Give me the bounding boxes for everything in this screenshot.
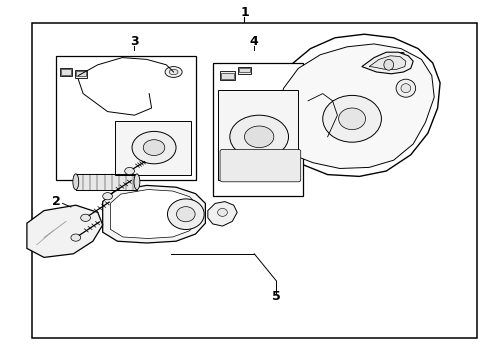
Ellipse shape — [338, 108, 365, 130]
Polygon shape — [110, 189, 197, 238]
Ellipse shape — [176, 207, 195, 222]
Bar — [60, 68, 72, 76]
Ellipse shape — [164, 67, 182, 77]
Circle shape — [102, 193, 112, 200]
Circle shape — [229, 115, 288, 158]
Bar — [221, 73, 233, 79]
Bar — [115, 121, 190, 175]
Ellipse shape — [167, 199, 204, 230]
Ellipse shape — [383, 59, 393, 70]
Polygon shape — [266, 34, 439, 176]
Bar — [32, 23, 476, 338]
Text: 6: 6 — [396, 51, 405, 64]
Bar — [239, 68, 249, 72]
Bar — [56, 56, 195, 180]
Bar — [212, 63, 303, 196]
Text: 5: 5 — [271, 291, 280, 303]
Bar — [217, 90, 298, 180]
Bar — [238, 67, 250, 74]
Circle shape — [244, 126, 273, 148]
Ellipse shape — [217, 208, 227, 216]
Circle shape — [71, 234, 81, 241]
Polygon shape — [102, 185, 205, 243]
Bar — [220, 71, 234, 80]
Polygon shape — [207, 202, 237, 226]
Circle shape — [124, 167, 134, 175]
Ellipse shape — [134, 174, 140, 190]
Polygon shape — [361, 52, 412, 74]
Ellipse shape — [73, 174, 79, 190]
Circle shape — [132, 131, 176, 164]
FancyBboxPatch shape — [220, 149, 300, 182]
Text: 1: 1 — [240, 6, 248, 19]
Text: 3: 3 — [130, 35, 139, 48]
Ellipse shape — [395, 79, 415, 97]
Circle shape — [81, 214, 90, 221]
Circle shape — [143, 140, 164, 156]
Ellipse shape — [322, 95, 381, 142]
Polygon shape — [368, 56, 405, 69]
Polygon shape — [27, 205, 102, 257]
Ellipse shape — [169, 69, 178, 75]
Polygon shape — [273, 44, 433, 168]
Bar — [75, 71, 85, 76]
Text: 2: 2 — [52, 195, 61, 208]
Bar — [74, 70, 87, 78]
Ellipse shape — [400, 84, 410, 93]
Text: 4: 4 — [249, 35, 258, 48]
Bar — [61, 69, 71, 75]
